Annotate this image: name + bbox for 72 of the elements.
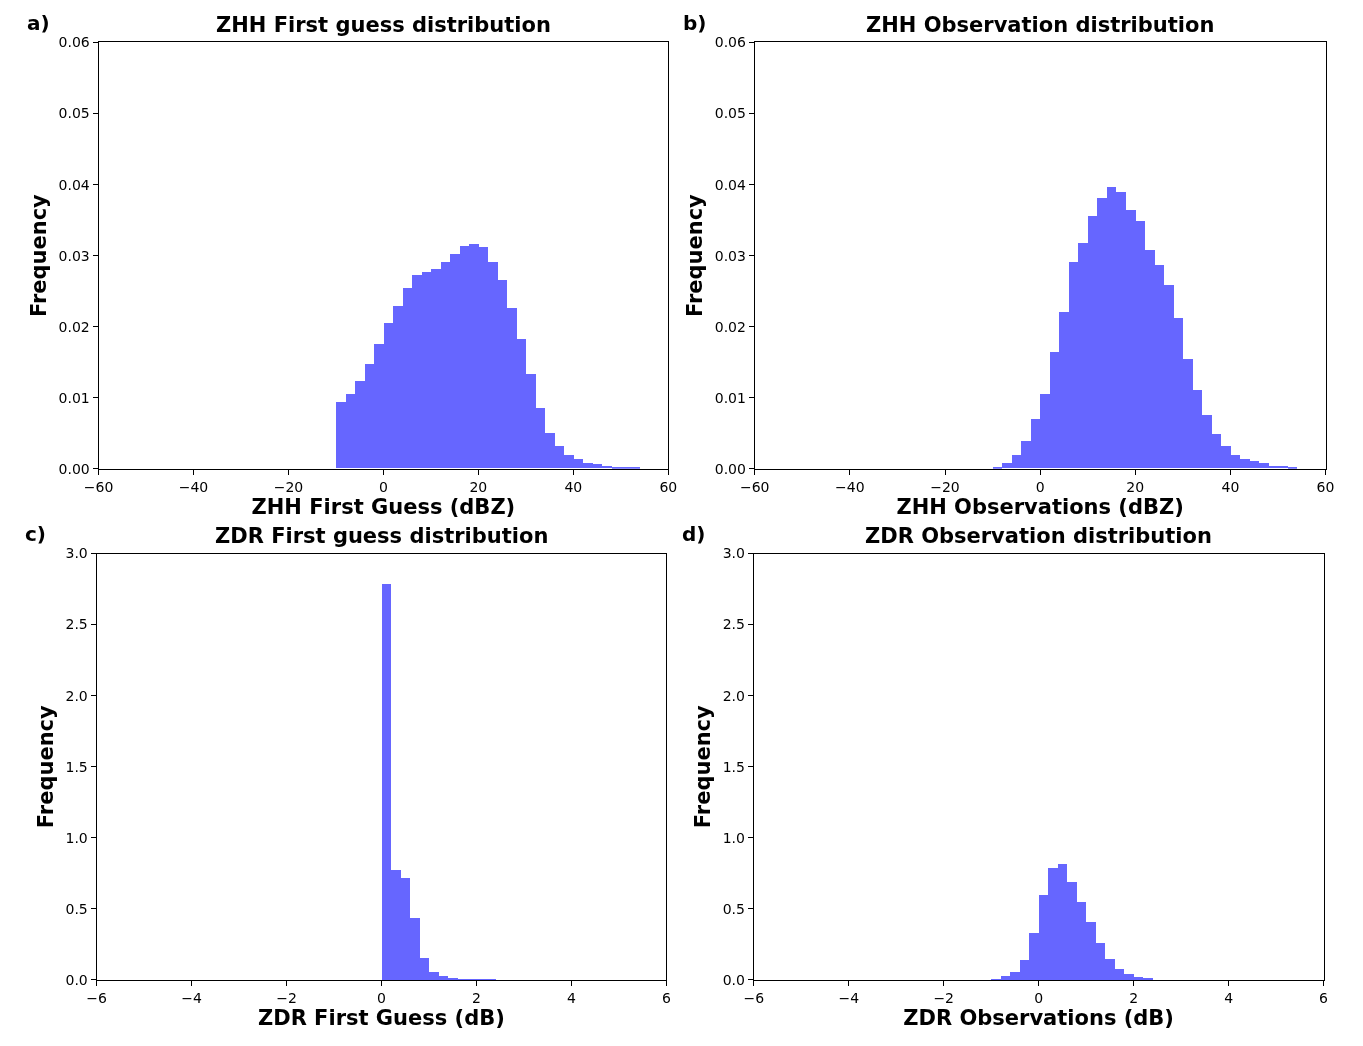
- y-tick-label: 0.01: [58, 389, 90, 406]
- x-tick-label: 0: [378, 478, 388, 495]
- x-axis-title: ZHH Observations (dBZ): [896, 494, 1184, 519]
- x-tick-label: 6: [661, 989, 671, 1006]
- text: b): [683, 11, 707, 35]
- y-axis-title: Frequency: [33, 704, 58, 829]
- x-tick-label: 20: [469, 478, 488, 495]
- chart-title: ZHH Observation distribution: [866, 13, 1215, 37]
- y-tick-label: 0.05: [714, 105, 746, 122]
- x-tick-label: −60: [739, 478, 770, 495]
- y-tick-label: 0.5: [722, 900, 745, 917]
- y-axis-title: Frequency: [26, 193, 51, 318]
- y-tick-label: 0.04: [714, 176, 747, 193]
- text: a): [27, 11, 50, 35]
- x-tick-label: −4: [838, 989, 860, 1006]
- y-tick-label: 0.04: [58, 176, 90, 193]
- y-tick-label: 1.0: [722, 829, 745, 846]
- x-tick-label: −6: [743, 989, 765, 1006]
- chart-title: ZDR First guess distribution: [215, 524, 549, 548]
- y-tick-label: 0.02: [714, 318, 746, 335]
- y-tick-label: 0.06: [714, 34, 747, 51]
- y-tick-label: 0.03: [58, 247, 90, 264]
- x-axis-title: ZDR First Guess (dB): [257, 1005, 505, 1030]
- text: d): [682, 522, 706, 546]
- x-tick-label: 20: [1126, 478, 1145, 495]
- y-tick-label: 0.0: [722, 971, 745, 988]
- x-tick-label: −20: [273, 478, 304, 495]
- y-tick-label: 0.0: [65, 971, 88, 988]
- y-tick-label: 2.0: [65, 687, 88, 704]
- y-axis-title: Frequency: [690, 704, 715, 829]
- y-tick-label: 1.5: [65, 758, 88, 775]
- y-tick-label: 0.06: [58, 34, 90, 51]
- x-tick-label: −60: [83, 478, 114, 495]
- y-tick-label: 0.02: [58, 318, 90, 335]
- y-tick-label: 3.0: [65, 545, 88, 562]
- text: c): [25, 522, 46, 546]
- x-tick-label: 6: [1319, 989, 1329, 1006]
- y-tick-label: 0.5: [65, 900, 88, 917]
- x-tick-label: 40: [1221, 478, 1240, 495]
- y-tick-label: 2.5: [65, 616, 88, 633]
- y-tick-label: 0.03: [714, 247, 746, 264]
- x-axis-title: ZHH First Guess (dBZ): [251, 494, 516, 519]
- x-tick-label: −2: [933, 989, 955, 1006]
- x-tick-label: 2: [471, 989, 481, 1006]
- x-tick-label: −4: [181, 989, 202, 1006]
- x-tick-label: 4: [1224, 989, 1234, 1006]
- x-tick-label: 4: [566, 989, 576, 1006]
- x-axis-title: ZDR Observations (dB): [903, 1005, 1174, 1030]
- x-tick-label: 60: [659, 478, 678, 495]
- x-tick-label: 0: [1034, 989, 1044, 1006]
- y-tick-label: 0.05: [58, 105, 90, 122]
- x-tick-label: −40: [178, 478, 209, 495]
- y-axis-title: Frequency: [682, 193, 707, 318]
- x-tick-label: 0: [376, 989, 386, 1006]
- x-tick-label: −2: [276, 989, 297, 1006]
- y-tick-label: 3.0: [722, 545, 745, 562]
- y-tick-label: 0.00: [714, 460, 746, 477]
- x-tick-label: −6: [86, 989, 107, 1006]
- y-tick-label: 0.01: [714, 389, 746, 406]
- x-tick-label: 40: [564, 478, 583, 495]
- y-tick-label: 2.0: [722, 687, 745, 704]
- x-tick-label: −20: [930, 478, 960, 495]
- y-tick-label: 0.00: [58, 460, 90, 477]
- x-tick-label: 0: [1035, 478, 1045, 495]
- y-tick-label: 1.5: [722, 758, 745, 775]
- y-tick-label: 2.5: [722, 616, 745, 633]
- x-tick-label: −40: [835, 478, 865, 495]
- x-tick-label: 2: [1129, 989, 1139, 1006]
- chart-title: ZHH First guess distribution: [216, 13, 551, 37]
- y-tick-label: 1.0: [65, 829, 88, 846]
- chart-title: ZDR Observation distribution: [865, 524, 1212, 548]
- x-tick-label: 60: [1316, 478, 1335, 495]
